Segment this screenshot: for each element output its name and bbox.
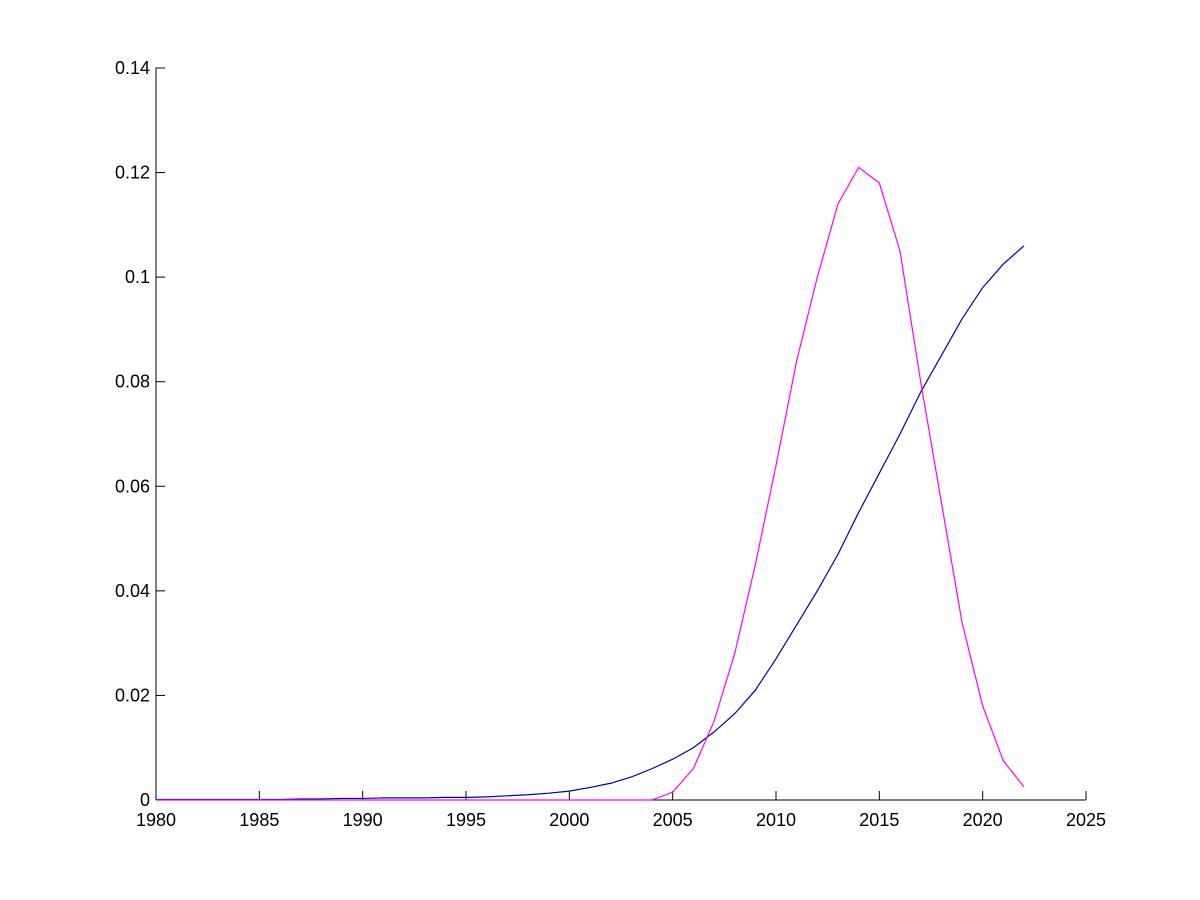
y-tick-label: 0.08 [115,372,150,392]
y-tick-label: 0.02 [115,685,150,705]
y-tick-label: 0.04 [115,581,150,601]
series-line [156,166,1025,801]
y-tick-label: 0.06 [115,476,150,496]
x-tick-label: 2010 [756,810,796,830]
x-tick-label: 1990 [343,810,383,830]
series-line [156,245,1025,801]
y-tick-label: 0.12 [115,163,150,183]
x-tick-label: 2005 [653,810,693,830]
x-tick-label: 2015 [859,810,899,830]
x-tick-label: 1985 [239,810,279,830]
y-tick-label: 0.1 [125,267,150,287]
x-tick-label: 2000 [549,810,589,830]
x-tick-label: 1995 [446,810,486,830]
x-tick-label: 1980 [136,810,176,830]
y-tick-label: 0.14 [115,58,150,78]
y-tick-label: 0 [140,790,150,810]
x-tick-label: 2020 [963,810,1003,830]
x-tick-label: 2025 [1066,810,1106,830]
